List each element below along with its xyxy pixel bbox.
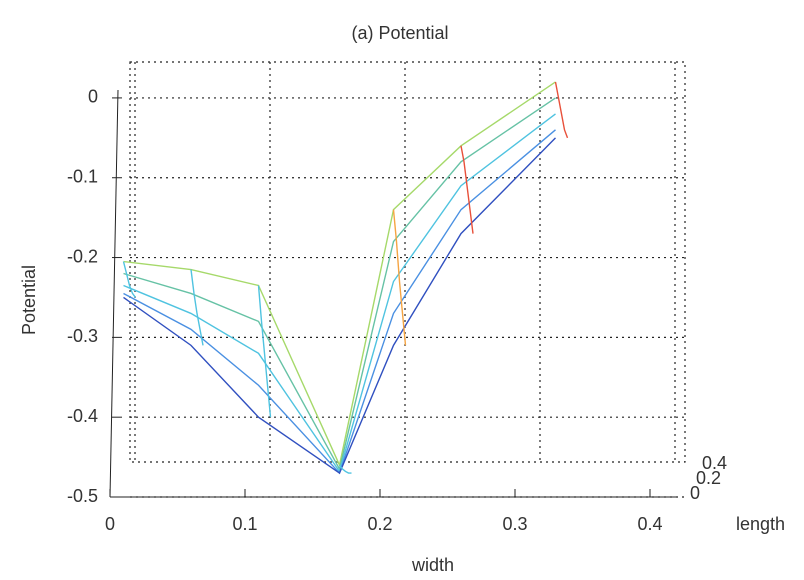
y-tick-label: -0.1	[67, 166, 98, 186]
y-tick-label: -0.3	[67, 326, 98, 346]
chart: (a) Potential Potential width length 0 -0…	[0, 0, 804, 580]
chart-title: (a) Potential	[351, 23, 448, 43]
y-axis-label: Potential	[19, 265, 39, 335]
y-tick-label: -0.2	[67, 246, 98, 266]
x-axis-label: width	[411, 555, 454, 575]
y-tick-label: -0.4	[67, 406, 98, 426]
y-axis	[110, 90, 118, 497]
mesh-line	[124, 82, 556, 465]
mesh-line	[124, 138, 556, 473]
x-tick-label: 0	[105, 514, 115, 534]
x-tick-label: 0.4	[637, 514, 662, 534]
depth-axis-label: length	[736, 514, 785, 534]
x-tick-label: 0.3	[502, 514, 527, 534]
depth-tick-label: 0.4	[702, 453, 727, 473]
x-tick-label: 0.2	[367, 514, 392, 534]
mesh-rib	[461, 146, 473, 234]
mesh-line	[124, 98, 556, 469]
mesh-rib	[259, 285, 271, 417]
y-tick-label: 0	[88, 87, 98, 107]
x-tick-label: 0.1	[232, 514, 257, 534]
y-tick-label: -0.5	[67, 486, 98, 506]
mesh-line	[124, 130, 556, 473]
mesh-rib	[556, 82, 568, 138]
